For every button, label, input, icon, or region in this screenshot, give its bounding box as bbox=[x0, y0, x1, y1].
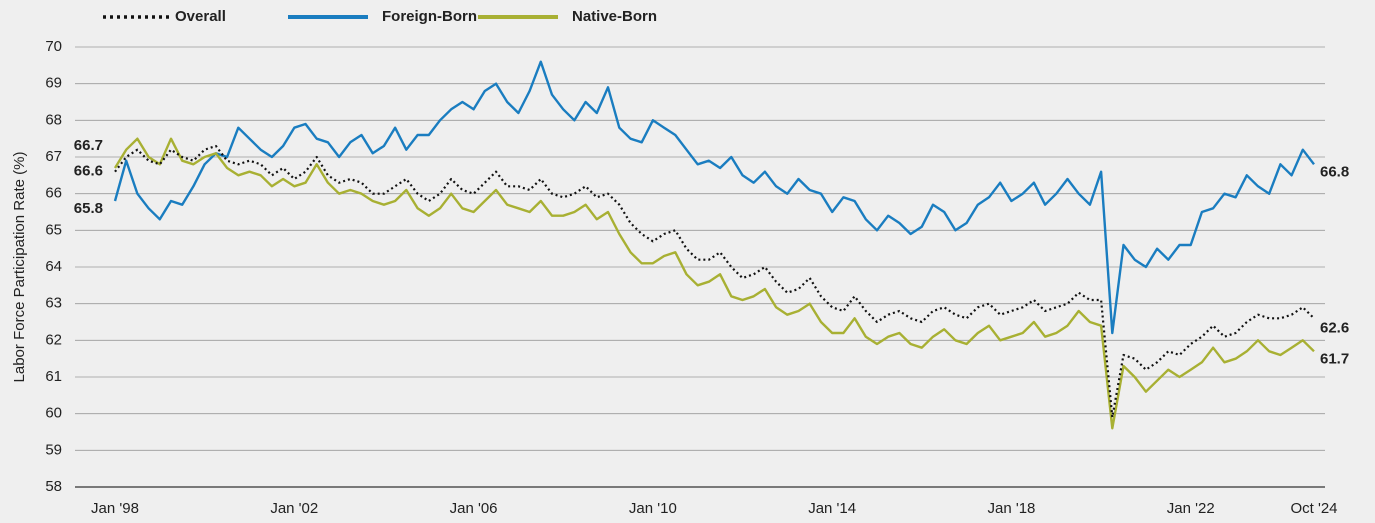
y-tick-label: 58 bbox=[45, 478, 62, 495]
y-tick-label: 60 bbox=[45, 405, 62, 422]
legend-label: Overall bbox=[175, 8, 226, 25]
y-tick-label: 64 bbox=[45, 258, 62, 275]
x-tick-label: Jan '10 bbox=[629, 500, 677, 517]
series-line bbox=[113, 60, 1315, 335]
y-tick-label: 59 bbox=[45, 441, 62, 458]
y-axis-label: Labor Force Participation Rate (%) bbox=[11, 152, 28, 383]
x-tick-label: Jan '06 bbox=[450, 500, 498, 517]
y-tick-label: 65 bbox=[45, 221, 62, 238]
y-tick-label: 68 bbox=[45, 111, 62, 128]
series-line bbox=[113, 137, 1315, 430]
y-tick-label: 70 bbox=[45, 38, 62, 55]
y-tick-label: 69 bbox=[45, 75, 62, 92]
end-label: 61.7 bbox=[1320, 350, 1349, 367]
y-tick-label: 66 bbox=[45, 185, 62, 202]
x-tick-label: Oct '24 bbox=[1290, 500, 1337, 517]
y-tick-label: 63 bbox=[45, 295, 62, 312]
x-tick-label: Jan '18 bbox=[987, 500, 1035, 517]
x-tick-label: Jan '98 bbox=[91, 500, 139, 517]
start-label: 65.8 bbox=[74, 200, 103, 217]
end-label: 62.6 bbox=[1320, 319, 1349, 336]
x-tick-label: Jan '02 bbox=[270, 500, 318, 517]
start-label: 66.6 bbox=[74, 163, 103, 180]
legend-label: Foreign-Born bbox=[382, 8, 477, 25]
x-tick-label: Jan '14 bbox=[808, 500, 856, 517]
y-tick-label: 62 bbox=[45, 331, 62, 348]
y-tick-label: 61 bbox=[45, 368, 62, 385]
x-tick-label: Jan '22 bbox=[1167, 500, 1215, 517]
legend-label: Native-Born bbox=[572, 8, 657, 25]
end-label: 66.8 bbox=[1320, 163, 1349, 180]
start-label: 66.7 bbox=[74, 137, 103, 154]
y-tick-label: 67 bbox=[45, 148, 62, 165]
